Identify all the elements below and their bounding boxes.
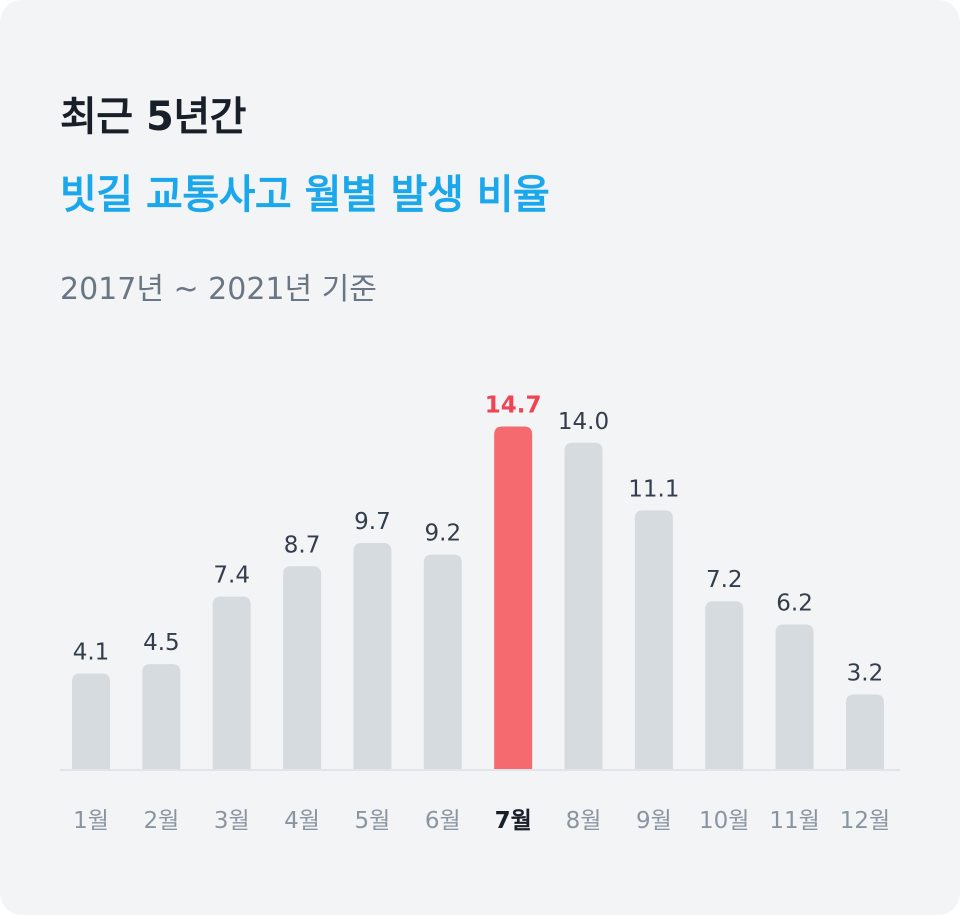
- category-label-5월: 5월: [355, 808, 391, 834]
- category-label-11월: 11월: [769, 808, 819, 834]
- page-title: 최근 5년간: [60, 94, 246, 140]
- value-label-11월: 6.2: [776, 591, 813, 617]
- value-label-12월: 3.2: [847, 660, 884, 686]
- bar-3월: [212, 596, 251, 769]
- bar-1월: [72, 673, 110, 769]
- bar-2월: [142, 664, 181, 769]
- category-label-8월: 8월: [566, 808, 602, 834]
- bar-9월: [634, 510, 673, 769]
- value-label-5월: 9.7: [354, 509, 391, 535]
- bar-11월: [775, 624, 814, 769]
- category-label-12월: 12월: [840, 808, 890, 834]
- date-range-subtitle: 2017년 ~ 2021년 기준: [60, 272, 377, 307]
- value-label-4월: 8.7: [284, 532, 321, 558]
- value-label-2월: 4.5: [143, 630, 180, 656]
- category-label-4월: 4월: [284, 808, 320, 834]
- bar-4월: [283, 566, 322, 769]
- value-label-3월: 7.4: [213, 563, 250, 589]
- category-label-1월: 1월: [73, 808, 109, 834]
- category-label-7월: 7월: [495, 808, 532, 834]
- value-label-8월: 14.0: [558, 409, 609, 435]
- category-label-2월: 2월: [143, 808, 179, 834]
- category-label-9월: 9월: [636, 808, 672, 834]
- bar-10월: [705, 601, 744, 769]
- bar-5월: [353, 542, 392, 769]
- bar-8월: [564, 442, 603, 769]
- value-label-1월: 4.1: [73, 639, 110, 665]
- category-label-6월: 6월: [425, 808, 461, 834]
- category-label-3월: 3월: [214, 808, 250, 834]
- value-label-10월: 7.2: [706, 567, 743, 593]
- value-label-9월: 11.1: [628, 476, 679, 502]
- value-label-6월: 9.2: [425, 521, 462, 547]
- category-label-10월: 10월: [699, 808, 749, 834]
- value-label-7월: 14.7: [485, 392, 542, 418]
- page-title-highlight: 빗길 교통사고 월별 발생 비율: [60, 172, 550, 218]
- bar-7월: [494, 426, 533, 769]
- bar-6월: [423, 554, 462, 769]
- bar-12월: [845, 694, 884, 769]
